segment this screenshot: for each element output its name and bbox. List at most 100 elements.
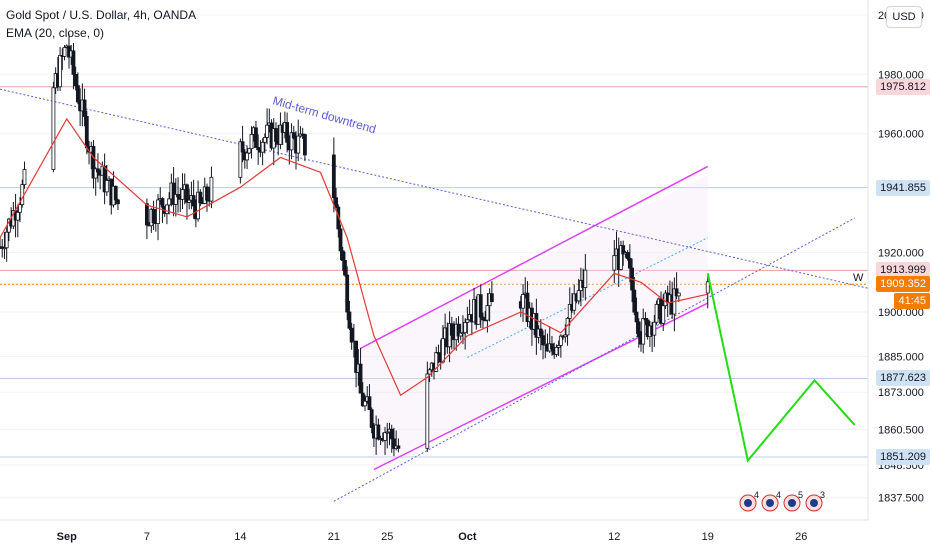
candle-body xyxy=(291,132,296,139)
price-label: 1877.623 xyxy=(876,370,930,387)
candle-body xyxy=(621,245,626,255)
candle-body xyxy=(245,152,249,161)
y-tick-label: 1960.000 xyxy=(878,129,924,141)
candle-body xyxy=(171,182,176,205)
candle-body xyxy=(705,281,710,294)
candle-body xyxy=(191,195,196,207)
candle-body xyxy=(185,184,189,203)
candle-body xyxy=(73,74,78,87)
candle-body xyxy=(363,400,367,407)
candle-body xyxy=(369,409,374,428)
candle-body xyxy=(396,445,401,449)
candle-body xyxy=(104,180,109,193)
horizontal-levels xyxy=(0,86,868,458)
event-flag-core xyxy=(810,499,818,507)
candle-body xyxy=(160,198,165,208)
candle-body xyxy=(627,258,632,269)
ema-line xyxy=(0,117,708,397)
candle-body xyxy=(18,204,22,213)
event-flag-core xyxy=(788,499,796,507)
w-marker: W xyxy=(853,272,864,284)
event-flag-count: 5 xyxy=(798,490,803,500)
event-flag-core xyxy=(744,499,752,507)
ema-layer xyxy=(0,117,708,397)
candle-body xyxy=(262,137,267,143)
candle-body xyxy=(449,323,454,336)
candle-body xyxy=(15,211,20,221)
candle-body xyxy=(340,250,345,261)
candle-body xyxy=(563,334,568,338)
y-tick-label: 1885.000 xyxy=(878,352,924,364)
candles xyxy=(0,33,710,457)
candle-body xyxy=(425,373,430,449)
candle-body xyxy=(619,245,623,270)
x-tick-label: 14 xyxy=(234,531,246,543)
candle-body xyxy=(198,191,203,204)
candle-body xyxy=(485,305,490,321)
candle-body xyxy=(265,124,269,138)
candle-body xyxy=(643,318,648,321)
candle-body xyxy=(541,335,545,346)
candle-body xyxy=(285,122,290,143)
x-tick-label: 12 xyxy=(608,531,620,543)
candle-body xyxy=(71,50,76,75)
candle-body xyxy=(334,197,338,208)
candle-body xyxy=(303,134,307,156)
x-tick-label: 25 xyxy=(381,531,393,543)
candle-body xyxy=(583,269,588,288)
downtrend-line xyxy=(0,88,869,289)
x-tick-label: 26 xyxy=(795,531,807,543)
x-tick-label: Oct xyxy=(458,531,477,543)
y-tick-label: 1873.000 xyxy=(878,387,924,399)
y-tick-label: 1860.500 xyxy=(878,424,924,436)
event-flag-count: 4 xyxy=(754,490,759,500)
candle-body xyxy=(144,203,149,226)
price-label: 1913.999 xyxy=(876,262,930,279)
event-flag-count: 4 xyxy=(776,490,781,500)
candle-body xyxy=(349,327,354,343)
channel xyxy=(0,88,869,502)
candle-body xyxy=(481,316,485,321)
currency-button[interactable]: USD xyxy=(886,6,922,28)
indicator-label[interactable]: EMA (20, close, 0) xyxy=(6,26,105,40)
y-tick-label: 1837.500 xyxy=(878,493,924,505)
y-tick-label: 1980.000 xyxy=(878,69,924,81)
candle-body xyxy=(20,184,25,206)
candle-body xyxy=(96,168,100,173)
price-label: 1909.352 xyxy=(876,276,930,293)
candle-body xyxy=(278,124,283,145)
candle-body xyxy=(205,186,209,201)
y-tick-label: 1920.000 xyxy=(878,248,924,260)
candle-body xyxy=(4,231,9,249)
candle-body xyxy=(654,303,659,323)
candle-body xyxy=(521,294,525,309)
candle-body xyxy=(102,165,107,193)
candle-body xyxy=(240,141,245,153)
candle-body xyxy=(434,352,439,372)
candle-body xyxy=(567,303,572,319)
event-flag-core xyxy=(766,499,774,507)
time-axis: Sep 7 14 21 25 Oct 12 19 26 xyxy=(0,519,868,543)
candle-body xyxy=(634,311,639,323)
candle-body xyxy=(489,293,494,303)
candle-body xyxy=(345,274,350,313)
candle-body xyxy=(247,148,252,154)
candle-body xyxy=(289,132,294,151)
x-tick-label: 7 xyxy=(144,531,150,543)
candle-body xyxy=(254,127,258,148)
candle-body xyxy=(661,305,666,324)
candle-body xyxy=(461,332,465,335)
candle-body xyxy=(91,146,96,179)
candle-body xyxy=(260,141,265,153)
x-tick-label: 19 xyxy=(702,531,714,543)
y-tick-label: 1900.000 xyxy=(878,307,924,319)
candle-body xyxy=(249,134,254,150)
candle-body xyxy=(385,431,390,434)
candle-body xyxy=(151,208,156,223)
candle-body xyxy=(173,194,178,205)
symbol-title: Gold Spot / U.S. Dollar, 4h, OANDA xyxy=(6,8,197,22)
candle-body xyxy=(274,128,278,142)
candle-body xyxy=(360,392,365,407)
